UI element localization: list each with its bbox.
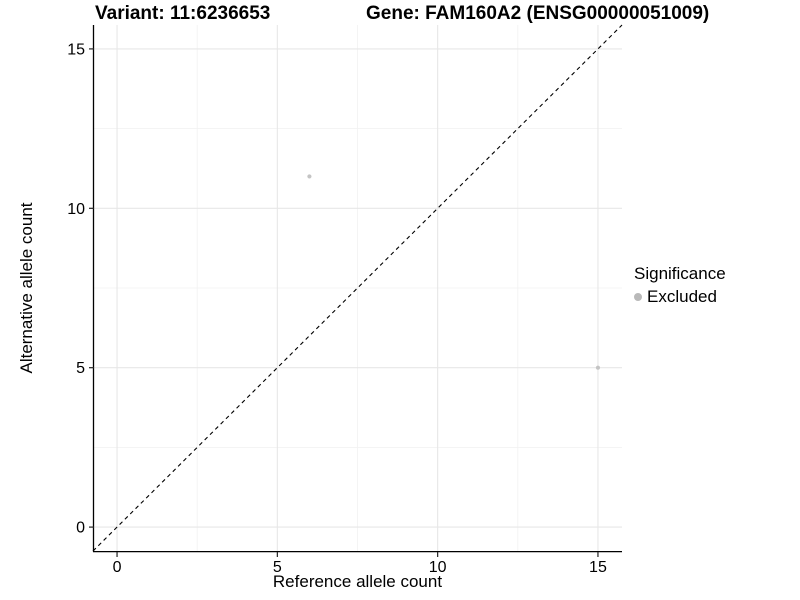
- x-tick-label: 0: [113, 559, 122, 576]
- y-tick-label: 5: [76, 360, 85, 377]
- legend-entry-label: Excluded: [647, 287, 717, 306]
- excluded-point-icon: [634, 293, 642, 301]
- x-tick-label: 5: [273, 559, 282, 576]
- y-tick-label: 15: [67, 41, 85, 58]
- gene-title: Gene: FAM160A2 (ENSG00000051009): [366, 3, 710, 24]
- legend-entry-excluded: Excluded: [634, 287, 726, 307]
- legend: Significance Excluded: [634, 264, 726, 307]
- y-tick-label: 10: [67, 201, 85, 218]
- variant-title: Variant: 11:6236653: [95, 3, 271, 24]
- x-tick-label: 10: [429, 559, 447, 576]
- x-axis-title: Reference allele count: [272, 572, 443, 591]
- data-point: [595, 365, 601, 370]
- data-point: [307, 174, 312, 179]
- legend-title: Significance: [634, 264, 726, 283]
- y-tick-label: 0: [76, 520, 85, 537]
- x-tick-label: 15: [589, 559, 607, 576]
- y-axis-title: Alternative allele count: [17, 202, 36, 374]
